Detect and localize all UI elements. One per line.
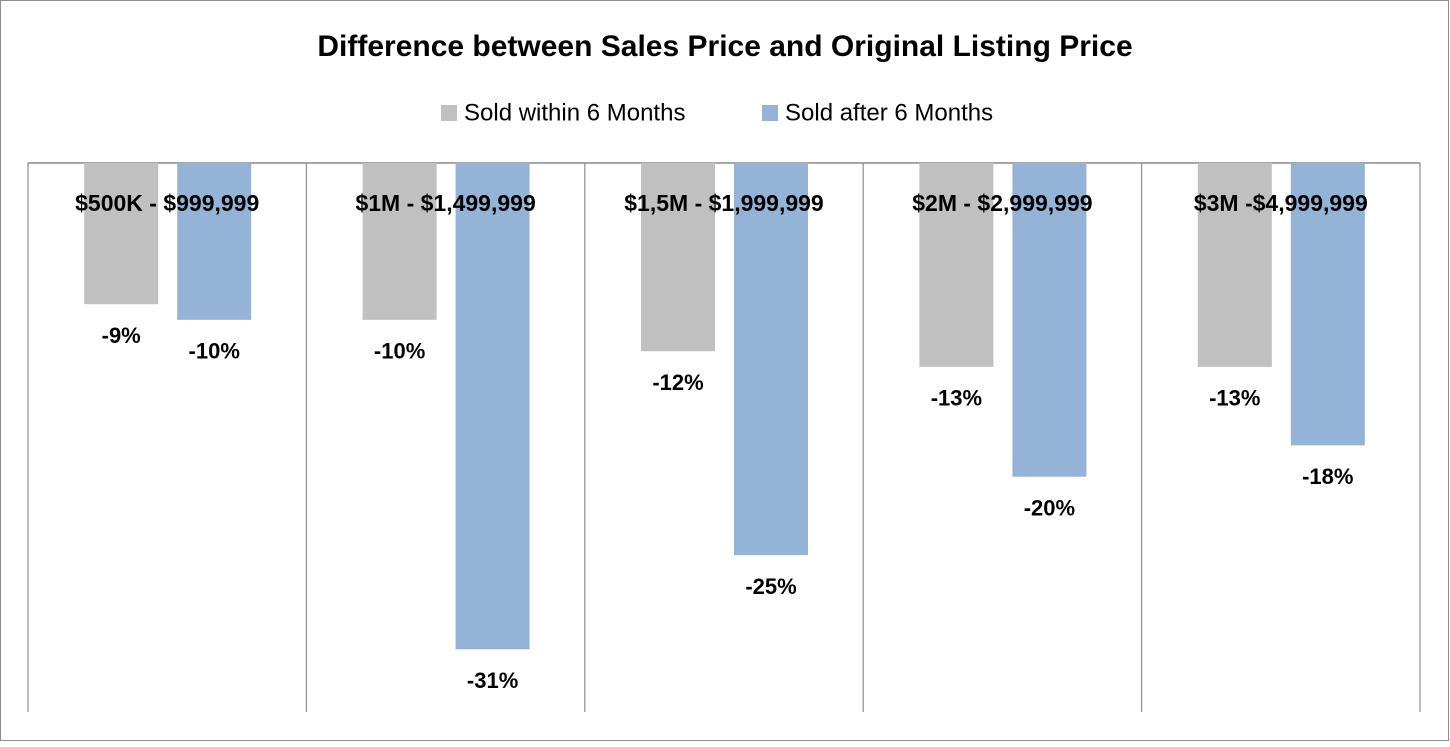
bar <box>84 163 159 305</box>
chart-title: Difference between Sales Price and Origi… <box>317 30 1132 63</box>
bar <box>734 163 808 556</box>
data-label: -12% <box>652 370 703 395</box>
data-label: -18% <box>1302 464 1353 489</box>
legend-label: Sold after 6 Months <box>785 99 993 126</box>
category-label: $1M - $1,499,999 <box>355 190 535 216</box>
data-label: -13% <box>931 386 982 411</box>
data-label: -9% <box>102 323 141 348</box>
category-label: $500K - $999,999 <box>75 190 259 216</box>
bar <box>1012 163 1087 477</box>
data-label: -31% <box>467 668 518 693</box>
data-label: -10% <box>189 339 240 364</box>
data-label: -25% <box>745 574 796 599</box>
bar <box>455 163 530 650</box>
bar <box>177 163 252 320</box>
data-label: -20% <box>1024 496 1075 521</box>
bar <box>1197 163 1272 367</box>
legend-swatch <box>762 105 778 121</box>
bar <box>919 163 994 367</box>
bar <box>1290 163 1365 446</box>
bar <box>641 163 715 352</box>
data-label: -10% <box>374 339 425 364</box>
category-label: $1,5M - $1,999,999 <box>624 190 823 216</box>
legend-swatch <box>441 105 457 121</box>
category-label: $3M -$4,999,999 <box>1194 190 1368 216</box>
data-label: -13% <box>1209 386 1260 411</box>
legend-label: Sold within 6 Months <box>464 99 685 126</box>
category-label: $2M - $2,999,999 <box>912 190 1092 216</box>
bar <box>362 163 437 320</box>
